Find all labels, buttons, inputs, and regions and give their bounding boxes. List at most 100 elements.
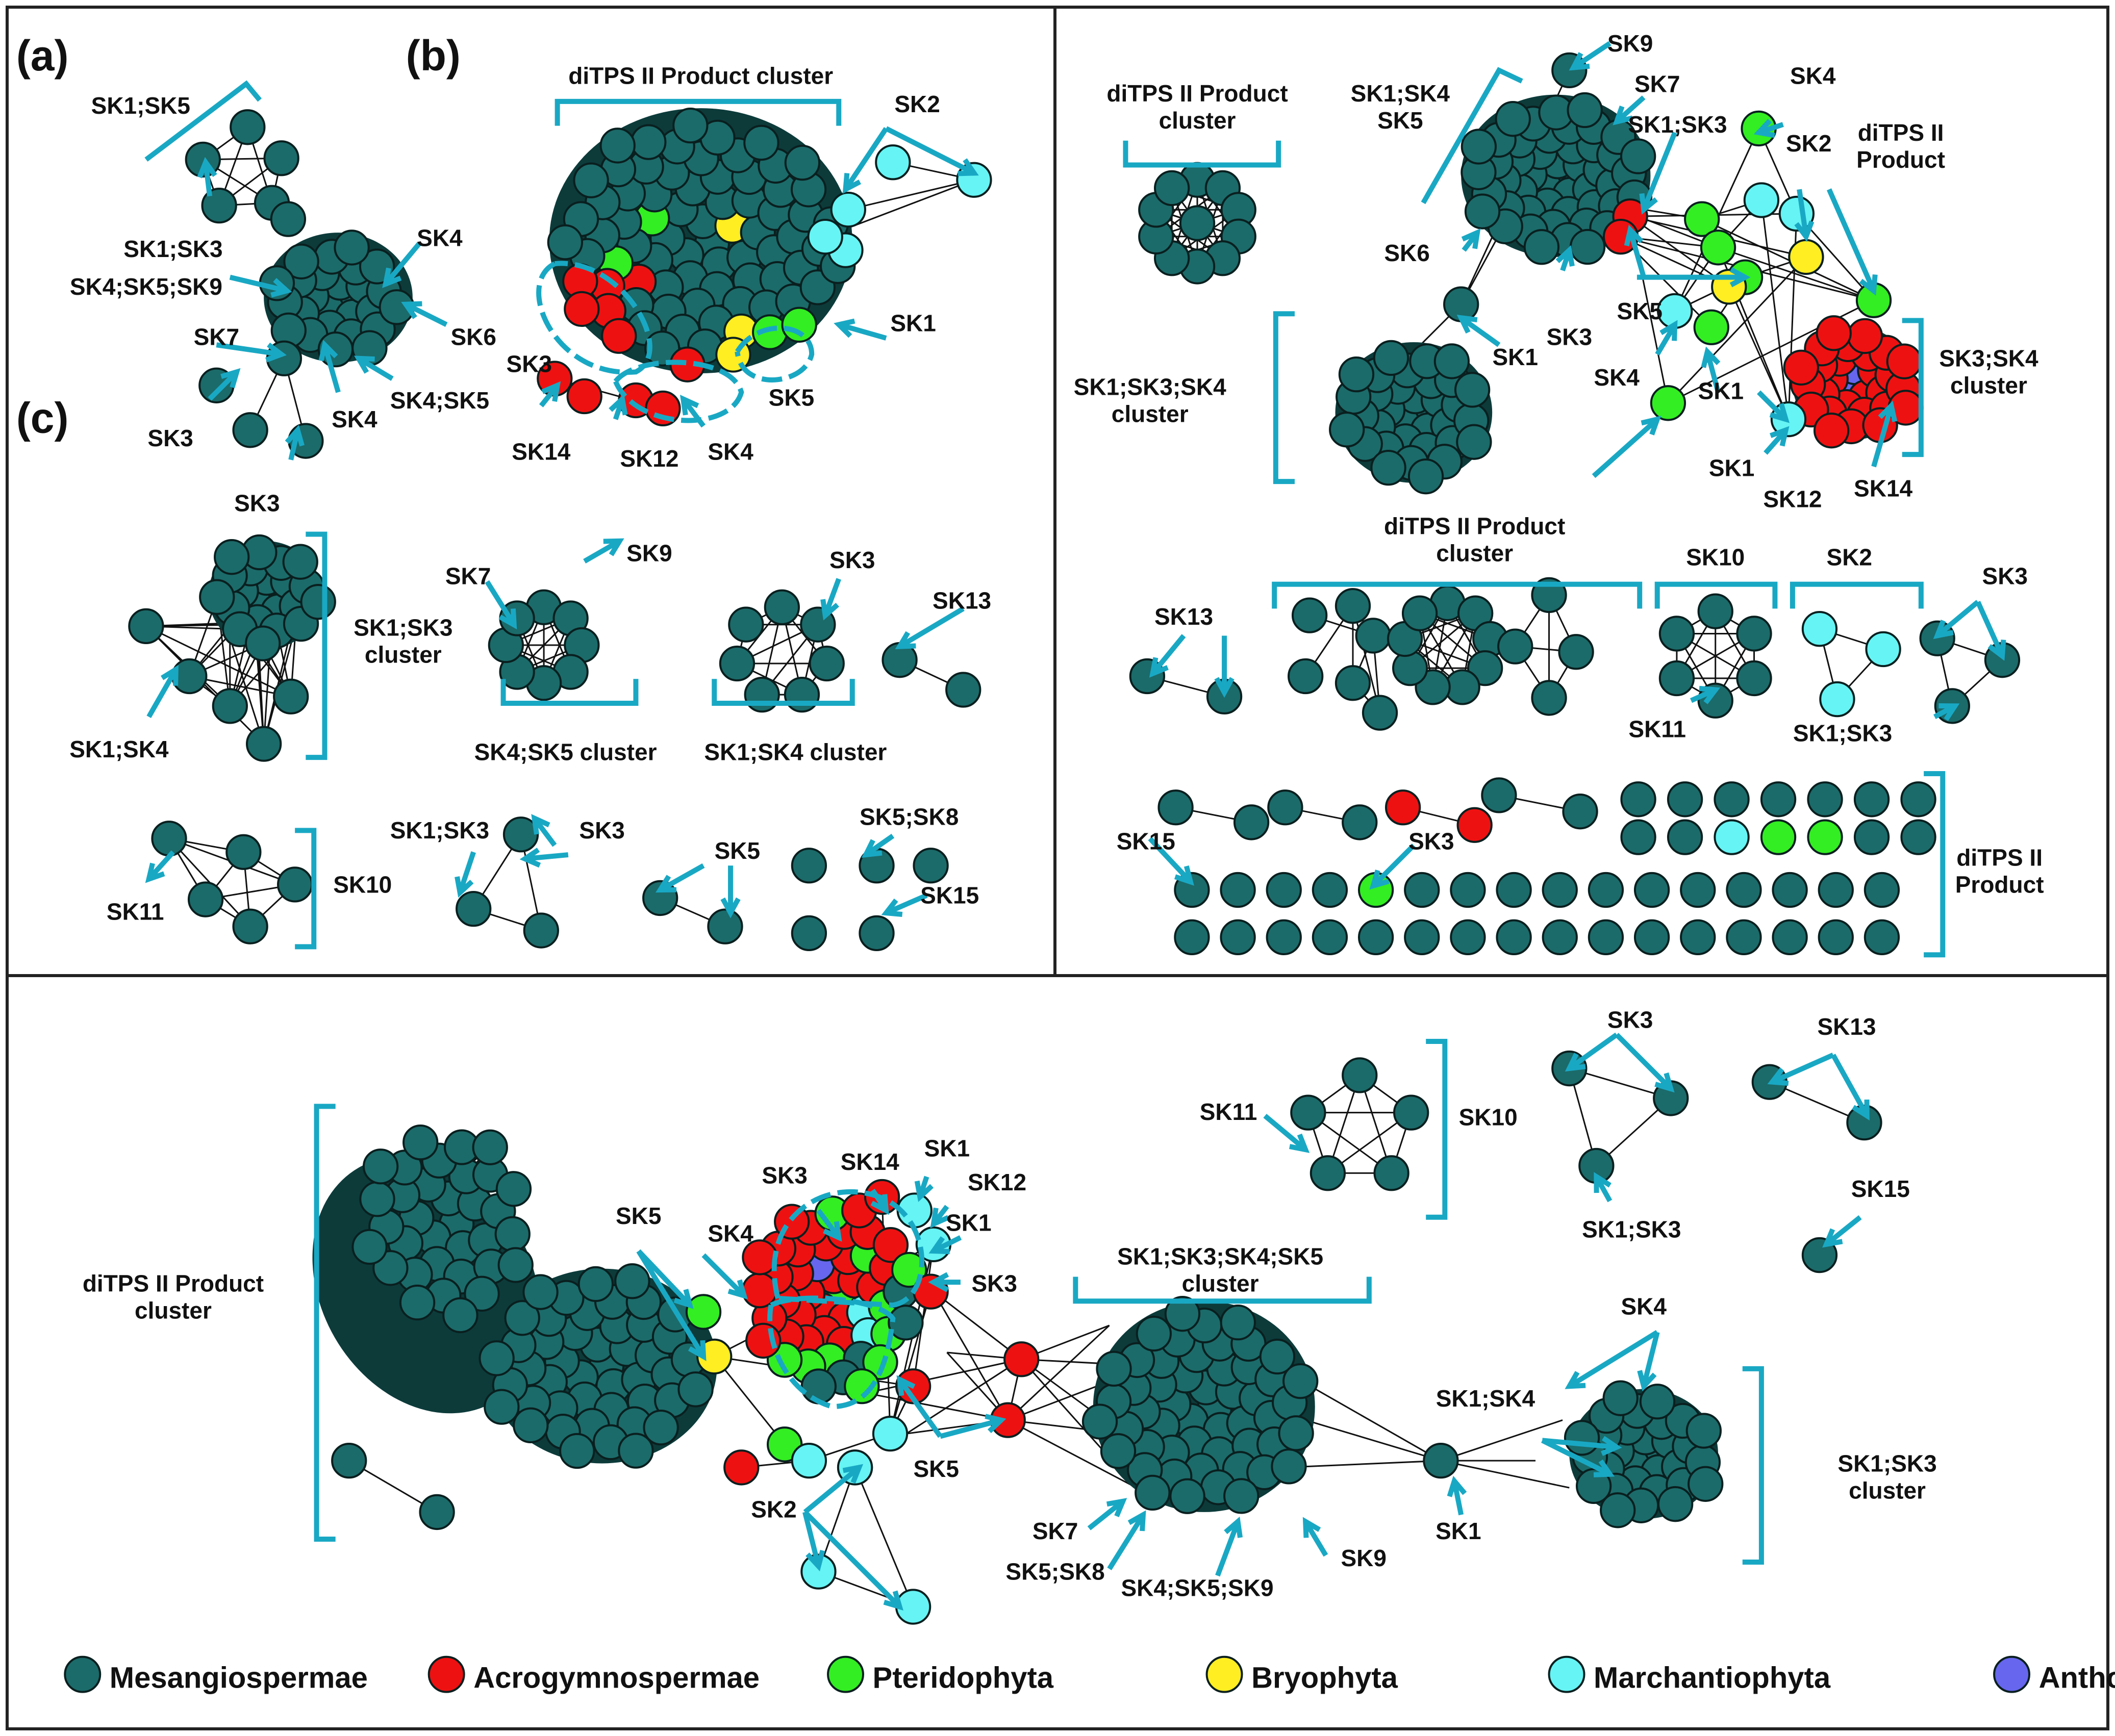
- annotation-arrow: [1690, 685, 1721, 704]
- edge: [933, 1291, 1009, 1421]
- node-mesangiospermae: [1496, 872, 1532, 908]
- annotation-arrow: [637, 1249, 694, 1309]
- annotation-labels: (a) (b) (c) diTPS II Product cluster SK1;SK5…: [16, 30, 2044, 1601]
- annotation-label-b: SK4: [1790, 62, 1836, 89]
- node-mesangiospermae: [1174, 919, 1210, 955]
- legend-swatch-bryophyta: [1205, 1655, 1243, 1693]
- annotation-arrow: [928, 1272, 961, 1292]
- node-mesangiospermae: [282, 544, 318, 580]
- cluster-bracket: [555, 98, 842, 126]
- annotation-arrow: [455, 851, 476, 898]
- node-mesangiospermae: [1404, 919, 1440, 955]
- node-mesangiospermae: [1291, 597, 1328, 633]
- edge: [1007, 1324, 1110, 1421]
- cluster-bracket: [1421, 67, 1523, 205]
- node-marchantiophyta: [807, 218, 843, 255]
- annotation-label-a: cluster: [365, 641, 442, 668]
- node-mesangiospermae: [1179, 205, 1216, 241]
- node-mesangiospermae: [1164, 1296, 1201, 1332]
- annotation-label-b: SK3: [1408, 828, 1454, 854]
- annotation-label-c: SK4: [1621, 1293, 1667, 1320]
- annotation-label-c: SK1: [924, 1135, 970, 1161]
- annotation-arrow: [885, 126, 979, 176]
- annotation-arrow: [1757, 390, 1790, 423]
- node-mesangiospermae: [1233, 804, 1270, 840]
- node-mesangiospermae: [1456, 424, 1492, 460]
- node-mesangiospermae: [263, 140, 299, 176]
- annotation-arrow: [285, 425, 305, 461]
- annotation-arrow: [229, 274, 292, 298]
- annotation-arrow: [1592, 416, 1661, 478]
- annotation-arrow: [803, 1464, 864, 1514]
- legend-swatch-acrogymnospermae: [427, 1655, 465, 1693]
- annotation-arrow: [1148, 836, 1194, 886]
- node-mesangiospermae: [456, 890, 492, 927]
- node-mesangiospermae: [212, 688, 248, 724]
- node-mesangiospermae: [1335, 665, 1371, 701]
- node-mesangiospermae: [1288, 658, 1324, 695]
- edge: [714, 1356, 786, 1445]
- cluster-outline: [767, 1295, 896, 1410]
- node-mesangiospermae: [1266, 872, 1302, 908]
- node-mesangiospermae: [1633, 872, 1670, 908]
- annotation-label-b: SK1;SK3;SK4: [1074, 373, 1227, 400]
- node-mesangiospermae: [1864, 872, 1900, 908]
- annotation-label-c: SK9: [1341, 1545, 1386, 1571]
- node-mesangiospermae: [245, 625, 281, 661]
- panel-label-a: (a): [16, 32, 69, 80]
- annotation-label-a: SK14: [512, 439, 570, 465]
- cluster-outline: [613, 360, 744, 423]
- annotation-arrow: [842, 127, 889, 194]
- annotation-label-a: SK3: [829, 547, 875, 573]
- node-mesangiospermae: [1658, 616, 1695, 652]
- node-mesangiospermae: [1760, 781, 1797, 818]
- node-mesangiospermae: [1853, 819, 1890, 855]
- annotation-label-b: SK1;SK4: [1351, 80, 1450, 107]
- node-pteridophyta: [1684, 201, 1720, 237]
- annotation-label-b: SK9: [1607, 30, 1653, 57]
- node-mesangiospermae: [151, 821, 187, 857]
- edge: [1441, 1460, 1570, 1489]
- annotation-arrow: [208, 368, 241, 401]
- node-mesangiospermae: [1602, 1380, 1639, 1416]
- annotation-label-a: SK7: [445, 563, 491, 590]
- node-mesangiospermae: [1569, 228, 1606, 265]
- annotation-label-c: SK7: [1033, 1518, 1078, 1544]
- cluster-bracket: [314, 1104, 336, 1542]
- legend-label-bryophyta: Bryophyta: [1251, 1662, 1398, 1695]
- node-mesangiospermae: [644, 330, 681, 367]
- annotation-arrow: [1565, 1032, 1619, 1072]
- node-mesangiospermae: [504, 1300, 540, 1336]
- annotation-label-a: SK2: [894, 91, 940, 117]
- edge: [1285, 1460, 1441, 1468]
- node-mesangiospermae: [128, 608, 164, 645]
- node-mesangiospermae: [1818, 872, 1854, 908]
- edge: [1352, 605, 1381, 713]
- annotation-arrow: [820, 578, 841, 621]
- annotation-label-c: SK3: [1607, 1007, 1653, 1033]
- node-mesangiospermae: [399, 1284, 436, 1321]
- node-mesangiospermae: [784, 144, 821, 181]
- node-acrogymnospermae: [1886, 343, 1922, 379]
- cluster-bracket: [1073, 1277, 1372, 1304]
- node-mesangiospermae: [359, 1181, 395, 1217]
- node-mesangiospermae: [1357, 919, 1394, 955]
- node-mesangiospermae: [1259, 1338, 1296, 1375]
- node-mesangiospermae: [1657, 1486, 1694, 1522]
- annotation-arrow: [636, 1249, 707, 1361]
- annotation-label-a: SK4: [708, 439, 753, 465]
- annotation-arrow: [803, 1510, 903, 1611]
- annotation-arrow: [861, 833, 895, 858]
- node-mesangiospermae: [1495, 101, 1531, 137]
- annotation-label-b: SK15: [1117, 828, 1175, 854]
- annotation-label-a: SK10: [333, 871, 392, 898]
- annotation-label-a: SK11: [107, 898, 164, 925]
- node-mesangiospermae: [743, 124, 779, 161]
- annotation-label-c: SK4;SK5;SK9: [1121, 1574, 1273, 1601]
- legend-label-anthocerotopsida: Anthocerotopsida: [2039, 1662, 2115, 1695]
- edge: [912, 1244, 935, 1387]
- node-mesangiospermae: [230, 109, 266, 145]
- annotation-label-a: SK15: [920, 882, 979, 909]
- node-mesangiospermae: [1900, 819, 1936, 855]
- annotation-label-b: Product: [1955, 871, 2044, 898]
